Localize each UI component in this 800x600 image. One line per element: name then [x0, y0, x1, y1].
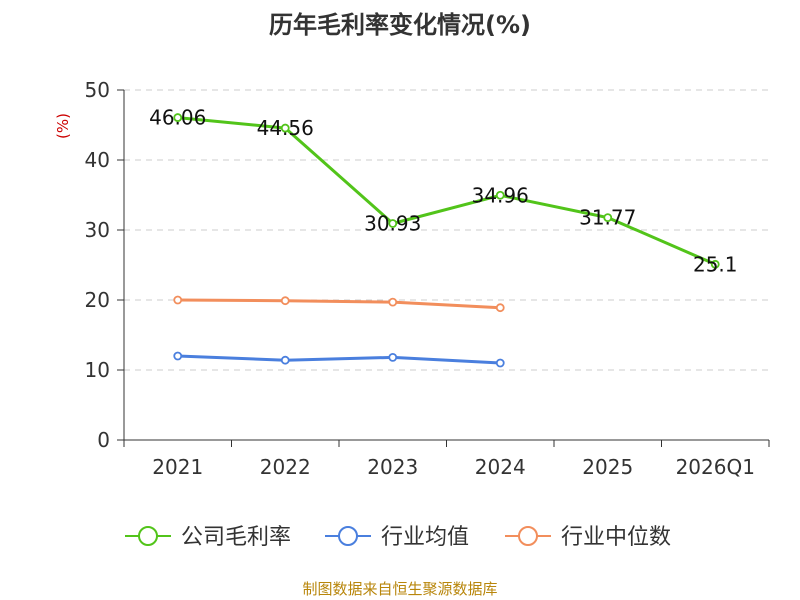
x-tick-label: 2022: [260, 455, 311, 479]
legend-marker: [518, 526, 538, 546]
x-tick-label: 2023: [367, 455, 418, 479]
legend-label: 行业均值: [381, 525, 469, 550]
data-point: [388, 297, 398, 307]
data-point: [280, 355, 290, 365]
data-point: [495, 303, 505, 313]
y-tick-label: 50: [85, 78, 110, 102]
y-tick-label: 40: [85, 148, 110, 172]
series-line-0: [177, 116, 716, 266]
data-label: 30.93: [364, 211, 421, 235]
data-point: [495, 190, 505, 200]
data-label: 25.1: [693, 252, 738, 276]
x-tick-label: 2026Q1: [676, 455, 755, 479]
chart-title: 历年毛利率变化情况(%): [269, 11, 531, 39]
x-tick-label: 2024: [475, 455, 526, 479]
data-point: [280, 296, 290, 306]
data-label: 44.56: [257, 116, 314, 140]
data-point: [710, 259, 720, 269]
data-label: 46.06: [149, 106, 206, 130]
legend-marker: [338, 526, 358, 546]
y-tick-label: 20: [85, 288, 110, 312]
data-point: [173, 351, 183, 361]
data-point: [603, 213, 613, 223]
data-label: 34.96: [472, 183, 529, 207]
data-point: [173, 113, 183, 122]
x-tick-label: 2021: [152, 455, 203, 479]
y-tick-label: 10: [85, 358, 110, 382]
data-point: [173, 295, 183, 305]
x-tick-label: 2025: [582, 455, 633, 479]
y-tick-label: 0: [97, 428, 110, 452]
source-note: 制图数据来自恒生聚源数据库: [302, 580, 497, 598]
legend: 公司毛利率 行业均值 行业中位数: [125, 525, 671, 550]
data-point: [495, 358, 505, 368]
grid-lines: [124, 89, 769, 371]
data-point: [280, 123, 290, 133]
series-line-1: [177, 354, 501, 365]
legend-marker: [138, 526, 158, 546]
data-point: [388, 352, 398, 362]
y-tick-label: 30: [85, 218, 110, 242]
series-line-2: [177, 298, 501, 310]
legend-label: 公司毛利率: [181, 525, 291, 550]
data-label: 31.77: [579, 206, 636, 230]
y-axis-label: (%): [54, 113, 72, 139]
series-lines: [173, 113, 720, 368]
axes: 0 10 20 30 40 50 2021 2022 2023 2024 2025 2026Q1: [85, 78, 770, 479]
legend-label: 行业中位数: [561, 525, 671, 550]
data-labels: 46.06 44.56 30.93 34.96 31.77 25.1: [149, 106, 737, 277]
data-point: [388, 219, 398, 228]
